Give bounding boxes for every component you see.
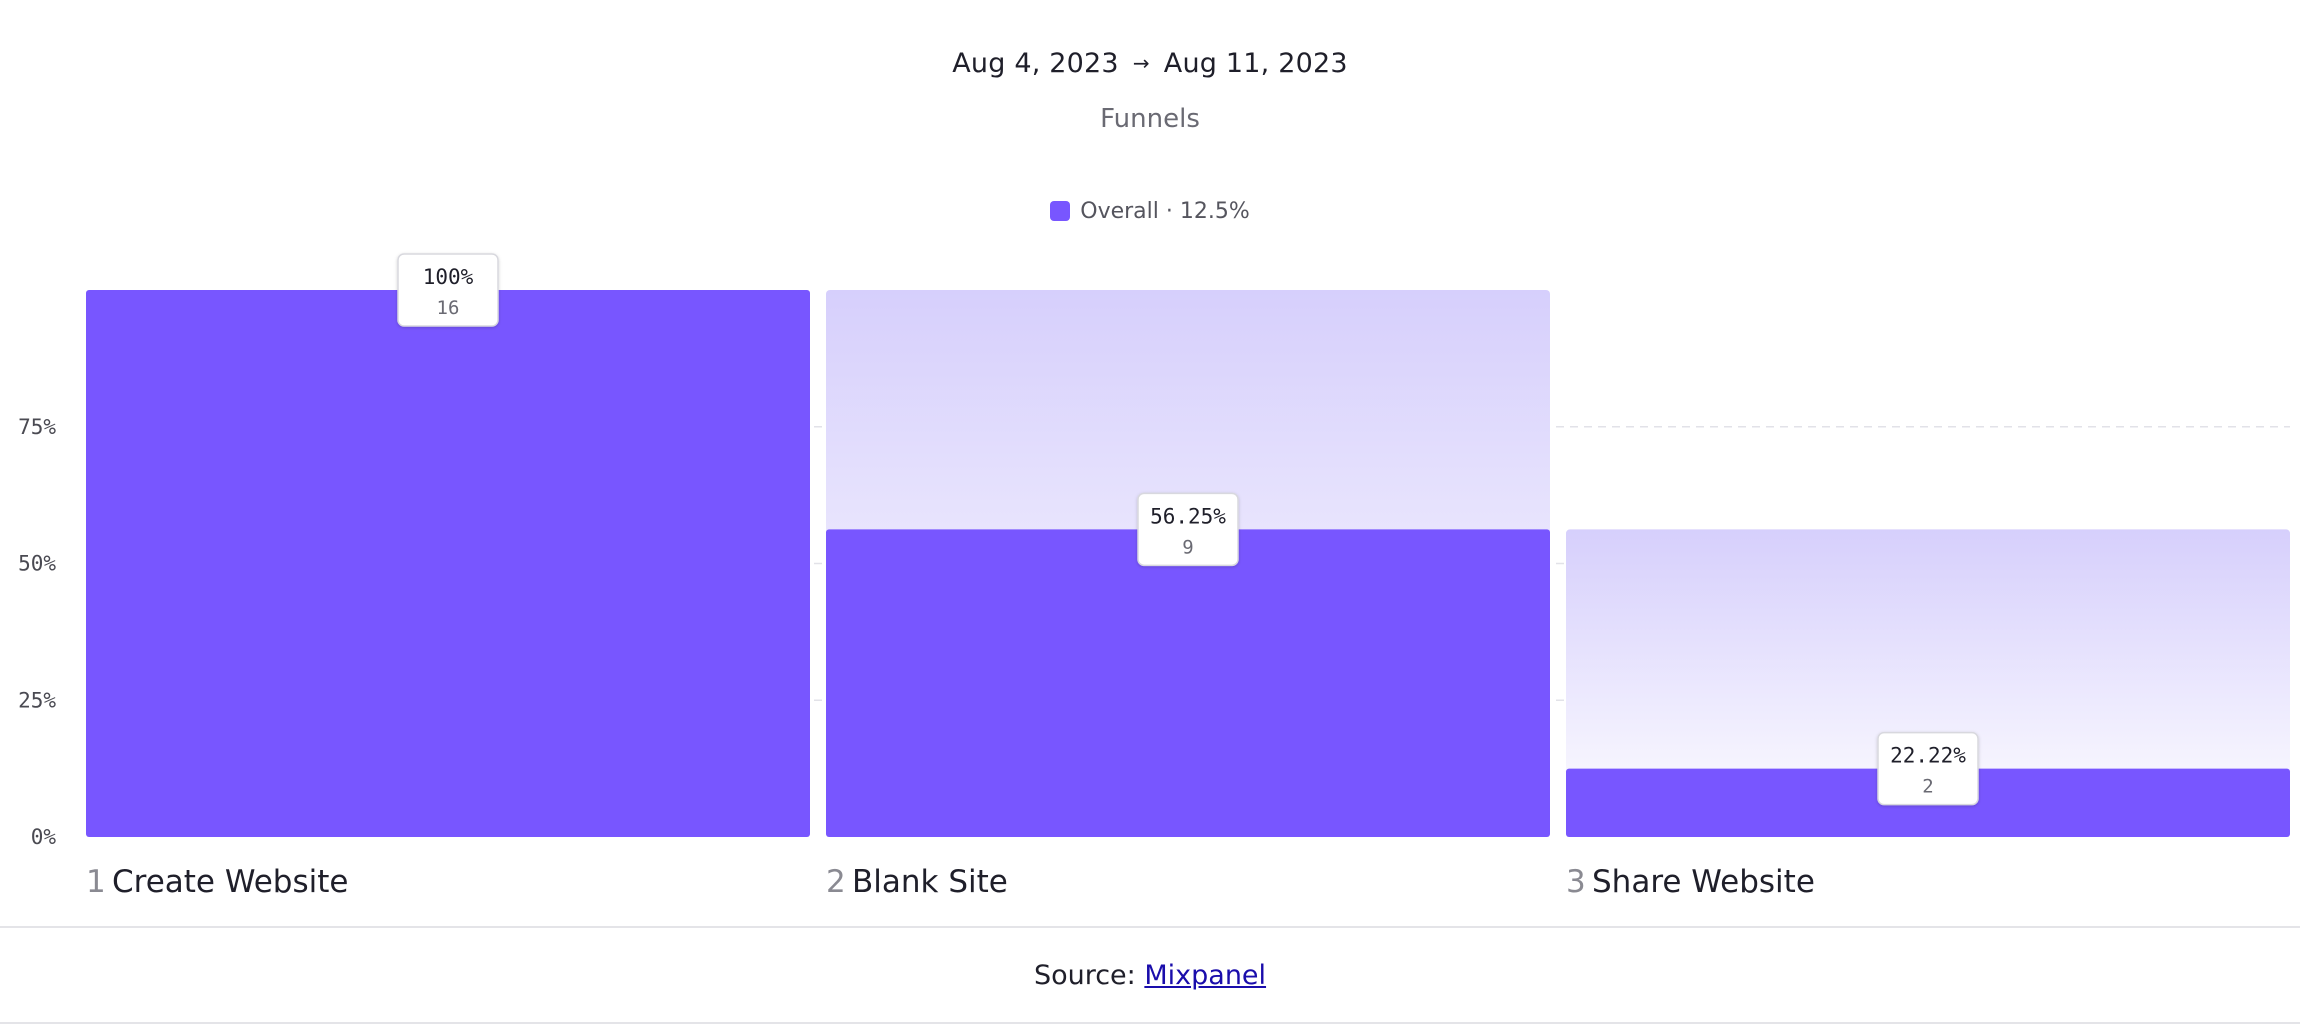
data-labels: 100% 16 56.25% 9 22.22% 2 (397, 253, 1979, 806)
step-number: 3 (1566, 864, 1586, 900)
step-name: Share Website (1592, 864, 1815, 900)
date-arrow-icon: → (1132, 51, 1150, 75)
source-link[interactable]: Mixpanel (1144, 960, 1267, 991)
data-label-percent: 22.22% (1890, 744, 1966, 768)
legend[interactable]: Overall · 12.5% (0, 199, 2300, 224)
data-label-count: 2 (1922, 776, 1933, 798)
source-prefix: Source: (1033, 960, 1145, 991)
data-label-percent: 56.25% (1150, 504, 1226, 528)
footer: Source: Mixpanel (0, 926, 2300, 1024)
data-label-count: 16 (437, 297, 460, 319)
bars (86, 290, 2290, 837)
step-name: Create Website (112, 864, 348, 900)
y-tick-label: 50% (18, 552, 56, 576)
legend-swatch-icon (1050, 201, 1071, 221)
step-labels: 1 Create Website 2 Blank Site 3 Share Website (86, 864, 1815, 900)
bar (826, 529, 1550, 837)
y-tick-label: 0% (31, 825, 57, 849)
data-label-count: 9 (1182, 536, 1193, 558)
legend-label: Overall · 12.5% (1080, 199, 1250, 224)
dropoff-bar (1566, 529, 2290, 837)
bar (86, 290, 810, 837)
funnel-chart: 0% 25% 50% 75% 100% 16 56.25% 9 22.22% 2 1 Create… (18, 253, 2290, 900)
date-end: Aug 11, 2023 (1163, 48, 1348, 79)
y-tick-label: 75% (18, 415, 56, 439)
y-axis: 0% 25% 50% 75% (18, 415, 56, 849)
data-label-percent: 100% (423, 265, 474, 289)
chart-title: Funnels (1100, 104, 1200, 134)
data-label-box (1137, 492, 1239, 567)
step-number: 2 (826, 864, 846, 900)
data-label-box (397, 253, 499, 327)
date-start: Aug 4, 2023 (952, 48, 1119, 79)
step-number: 1 (86, 864, 106, 900)
y-tick-label: 25% (18, 688, 56, 712)
date-range[interactable]: Aug 4, 2023 → Aug 11, 2023 (0, 48, 2300, 79)
step-name: Blank Site (852, 864, 1008, 900)
data-label-box (1877, 731, 1979, 806)
